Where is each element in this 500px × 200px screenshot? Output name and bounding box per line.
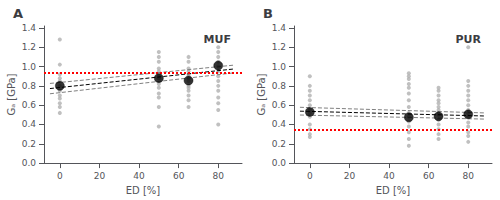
svg-text:40: 40	[133, 171, 145, 181]
svg-text:A: A	[13, 6, 23, 21]
svg-text:0.0: 0.0	[272, 158, 287, 168]
svg-text:Gₐ [GPa]: Gₐ [GPa]	[256, 73, 267, 115]
svg-text:B: B	[263, 6, 273, 21]
svg-text:0.8: 0.8	[22, 81, 37, 91]
svg-text:0.6: 0.6	[22, 100, 37, 110]
svg-text:40: 40	[383, 171, 395, 181]
svg-text:0.2: 0.2	[22, 139, 36, 149]
svg-text:0.4: 0.4	[22, 119, 37, 129]
svg-text:0.0: 0.0	[22, 158, 37, 168]
svg-text:1.4: 1.4	[272, 23, 287, 33]
svg-text:0.8: 0.8	[272, 81, 287, 91]
svg-text:1.4: 1.4	[22, 23, 37, 33]
svg-text:60: 60	[423, 171, 435, 181]
svg-text:0.4: 0.4	[272, 119, 287, 129]
svg-text:80: 80	[213, 171, 225, 181]
svg-text:0.2: 0.2	[272, 139, 286, 149]
svg-text:PUR: PUR	[456, 33, 482, 46]
svg-text:80: 80	[463, 171, 475, 181]
svg-text:0: 0	[307, 171, 313, 181]
svg-text:ED [%]: ED [%]	[126, 185, 161, 196]
svg-text:20: 20	[94, 171, 106, 181]
svg-text:20: 20	[344, 171, 356, 181]
svg-text:0: 0	[57, 171, 63, 181]
svg-text:MUF: MUF	[204, 33, 231, 46]
svg-text:1.0: 1.0	[22, 62, 37, 72]
svg-text:60: 60	[173, 171, 185, 181]
svg-text:0.6: 0.6	[272, 100, 287, 110]
svg-text:1.0: 1.0	[272, 62, 287, 72]
svg-text:ED [%]: ED [%]	[376, 185, 411, 196]
svg-text:Gₐ [GPa]: Gₐ [GPa]	[6, 73, 17, 115]
svg-text:1.2: 1.2	[22, 42, 36, 52]
svg-text:1.2: 1.2	[272, 42, 286, 52]
